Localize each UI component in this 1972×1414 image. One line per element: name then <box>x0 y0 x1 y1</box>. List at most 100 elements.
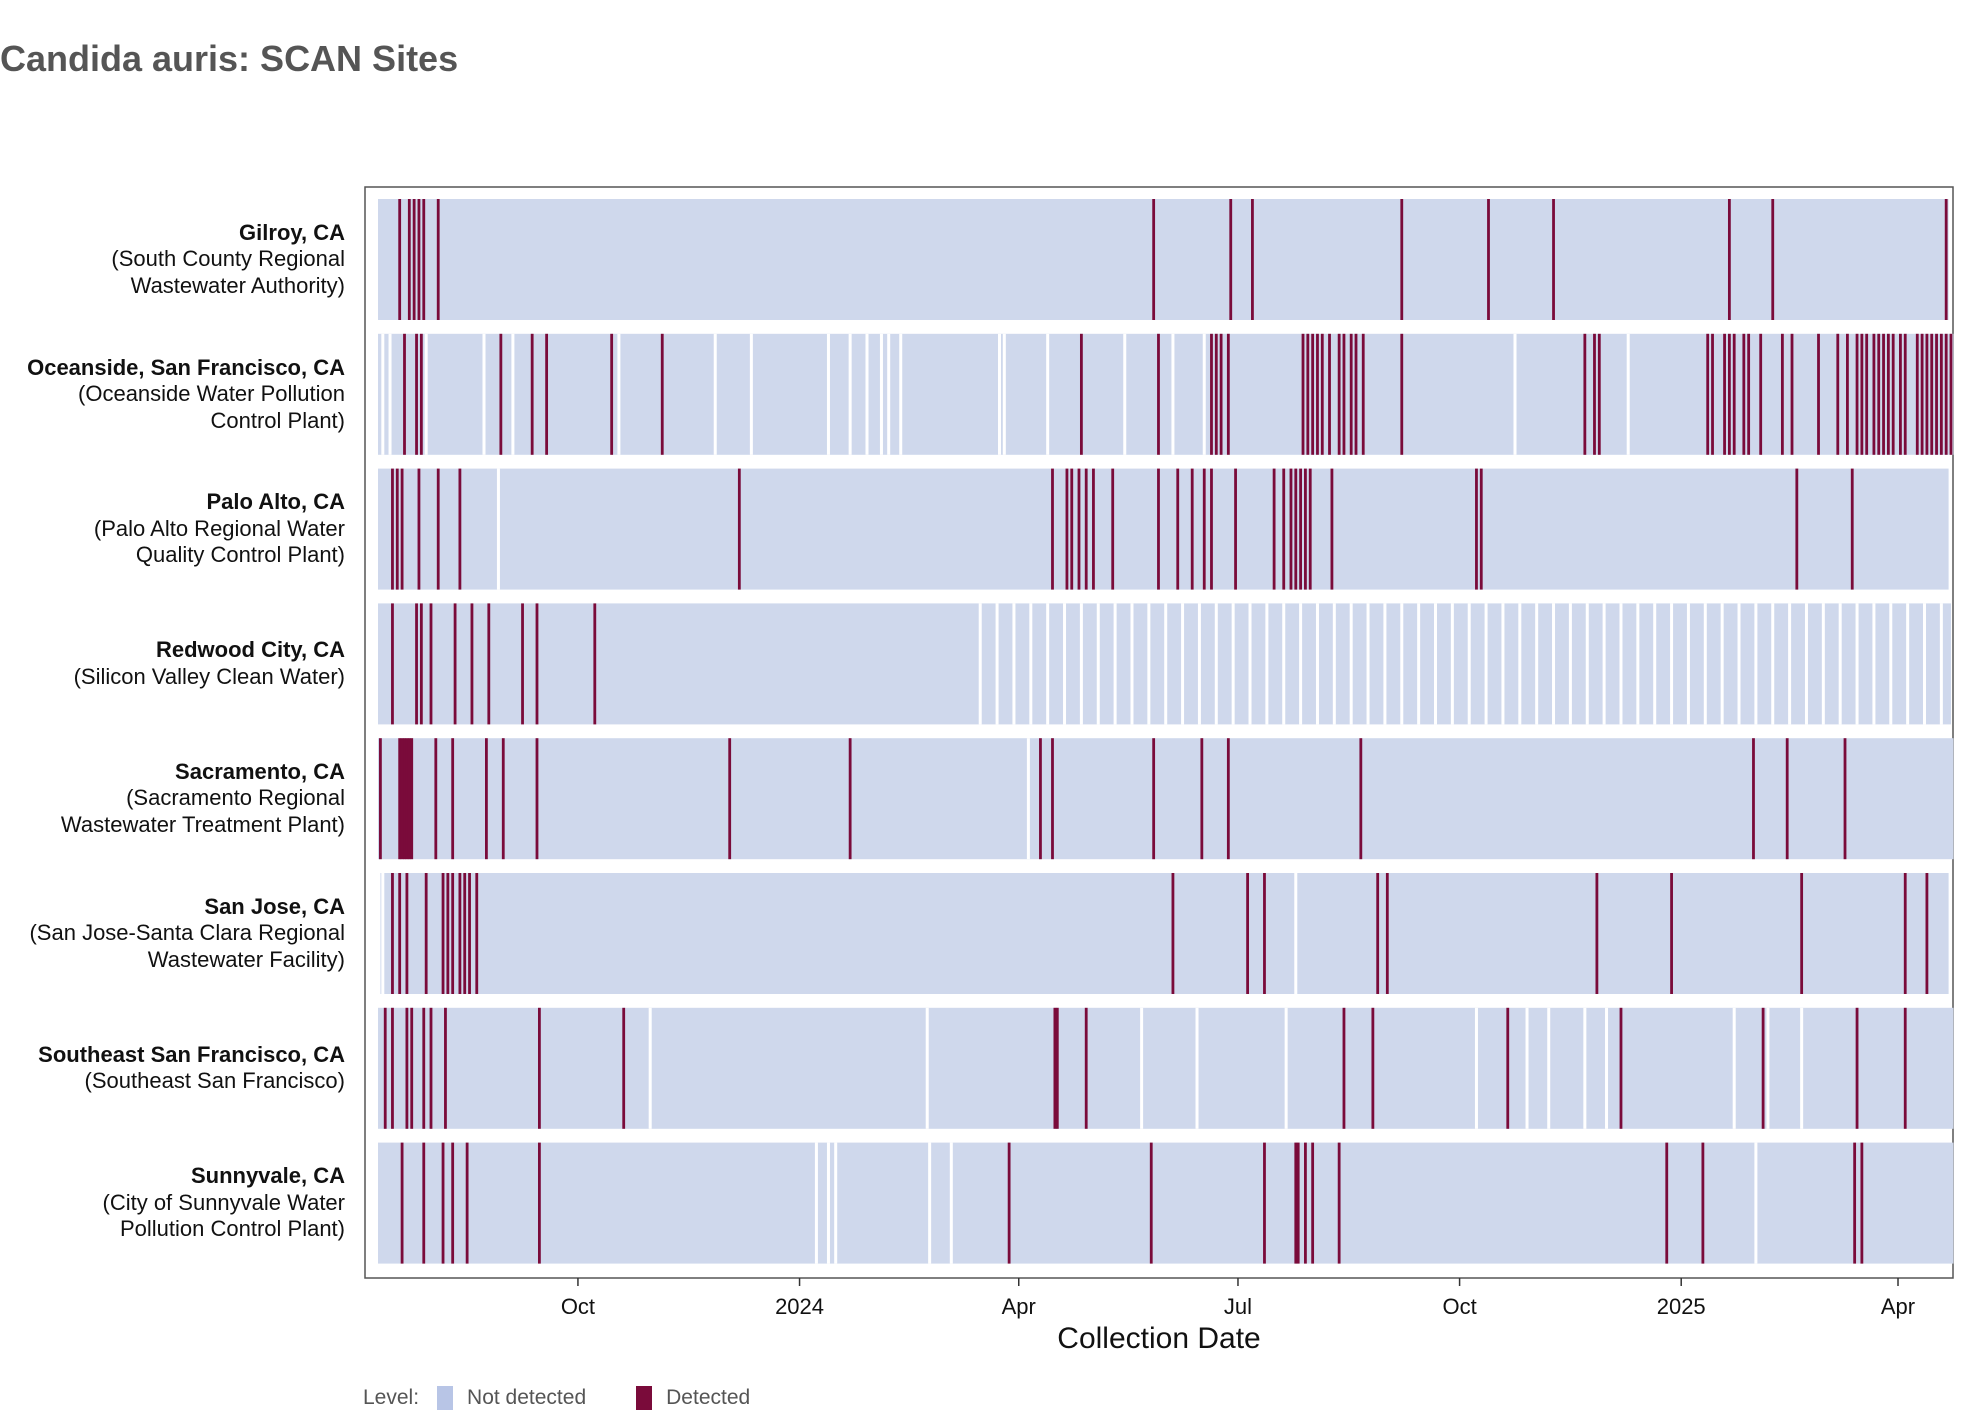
detected-mark <box>537 1007 541 1129</box>
missing-sample-gap <box>1400 603 1404 725</box>
missing-sample-gap <box>713 333 717 455</box>
not-detected-band <box>378 468 1949 590</box>
detected-mark <box>1506 1007 1510 1129</box>
missing-sample-gap <box>879 333 883 455</box>
detected-mark <box>1732 333 1736 455</box>
detected-mark <box>1055 1007 1059 1129</box>
detected-mark <box>1092 468 1095 590</box>
detected-mark <box>1084 1007 1088 1129</box>
detected-mark <box>1747 333 1751 455</box>
missing-sample-gap <box>1547 1007 1551 1129</box>
x-tick-label: Oct <box>561 1294 595 1319</box>
missing-sample-gap <box>997 333 1001 455</box>
site-row-sacramento-ca <box>378 738 1954 860</box>
detected-mark <box>1843 738 1847 860</box>
detected-mark <box>521 603 524 725</box>
missing-sample-gap <box>511 333 515 455</box>
panel-border <box>364 186 1954 1279</box>
detected-mark <box>1795 468 1799 590</box>
detected-mark <box>1865 333 1869 455</box>
detected-mark <box>1328 333 1331 455</box>
site-name: San Jose, CA <box>204 893 345 919</box>
legend-label-not-detected: Not detected <box>467 1386 587 1409</box>
missing-sample-gap <box>1855 603 1859 725</box>
site-label-palo-alto-ca: Palo Alto, CA (Palo Alto Regional Water Q… <box>20 489 345 569</box>
missing-sample-gap <box>1231 603 1235 725</box>
missing-sample-gap <box>1583 1007 1587 1129</box>
detected-mark <box>1665 1142 1669 1264</box>
missing-sample-gap <box>1171 333 1175 455</box>
detected-mark <box>415 333 418 455</box>
missing-sample-gap <box>1046 333 1050 455</box>
x-tick-label: Jul <box>1224 1294 1252 1319</box>
detected-mark <box>1263 873 1266 994</box>
detected-mark <box>1077 468 1081 590</box>
detected-mark <box>1294 468 1298 590</box>
not-detected-band <box>378 738 1954 860</box>
detected-mark <box>501 738 505 860</box>
detected-mark <box>391 603 394 725</box>
missing-sample-gap <box>1140 1007 1144 1129</box>
missing-sample-gap <box>482 333 486 455</box>
detected-mark <box>1251 199 1254 320</box>
detected-mark <box>1070 468 1074 590</box>
detected-mark <box>848 738 852 860</box>
missing-sample-gap <box>1518 603 1522 725</box>
detected-mark <box>610 333 614 455</box>
legend-title: Level: <box>363 1386 420 1409</box>
detected-mark <box>1706 333 1710 455</box>
missing-sample-gap <box>1349 603 1353 725</box>
missing-sample-gap <box>1063 603 1067 725</box>
detected-mark <box>1742 333 1746 455</box>
chart-title: Candida auris: SCAN Sites <box>0 38 459 79</box>
detected-mark <box>1597 333 1601 455</box>
detected-mark <box>1944 199 1948 320</box>
detected-mark <box>1337 333 1341 455</box>
missing-sample-gap <box>1766 1007 1770 1129</box>
detected-mark <box>1771 199 1775 320</box>
missing-sample-gap <box>1636 603 1640 725</box>
detected-mark <box>1226 738 1230 860</box>
site-name: Southeast San Francisco, CA <box>38 1041 345 1067</box>
missing-sample-gap <box>1923 603 1927 725</box>
detected-mark <box>593 603 597 725</box>
detected-mark <box>1860 1142 1864 1264</box>
detected-mark <box>1723 333 1726 455</box>
missing-sample-gap <box>1467 603 1471 725</box>
missing-sample-gap <box>1626 333 1630 455</box>
not-detected-band <box>378 333 1954 455</box>
missing-sample-gap <box>1284 1007 1288 1129</box>
detected-mark <box>1400 199 1404 320</box>
detected-mark <box>441 1142 445 1264</box>
detected-mark <box>1157 468 1160 590</box>
detected-mark <box>1361 333 1365 455</box>
detected-mark <box>1855 1007 1859 1129</box>
detected-mark <box>417 199 421 320</box>
detected-mark <box>465 1142 469 1264</box>
missing-sample-gap <box>1872 603 1876 725</box>
detected-mark <box>1487 199 1490 320</box>
missing-sample-gap <box>1282 603 1286 725</box>
missing-sample-gap <box>1332 603 1336 725</box>
detected-mark <box>424 873 428 994</box>
detected-mark <box>1903 1007 1907 1129</box>
detected-mark <box>1817 333 1820 455</box>
detected-mark <box>1190 468 1194 590</box>
detected-mark <box>419 603 423 725</box>
detected-mark <box>1039 738 1042 860</box>
detected-mark <box>1051 738 1054 860</box>
missing-sample-gap <box>995 603 999 725</box>
detected-mark <box>391 1007 394 1129</box>
site-label-sunnyvale-ca: Sunnyvale, CA (City of Sunnyvale Water Po… <box>20 1163 346 1243</box>
detected-mark <box>1552 199 1555 320</box>
site-facility: (Sacramento Regional Wastewater Treatmen… <box>60 785 345 837</box>
missing-sample-gap <box>1002 333 1006 455</box>
detected-mark <box>410 738 414 860</box>
missing-sample-gap <box>1821 603 1825 725</box>
detected-mark <box>383 1007 387 1129</box>
missing-sample-gap <box>1202 333 1206 455</box>
detected-mark <box>1308 468 1312 590</box>
legend: Level: Not detected Detected <box>363 1386 782 1410</box>
missing-sample-gap <box>1501 603 1505 725</box>
detected-mark <box>419 333 423 455</box>
